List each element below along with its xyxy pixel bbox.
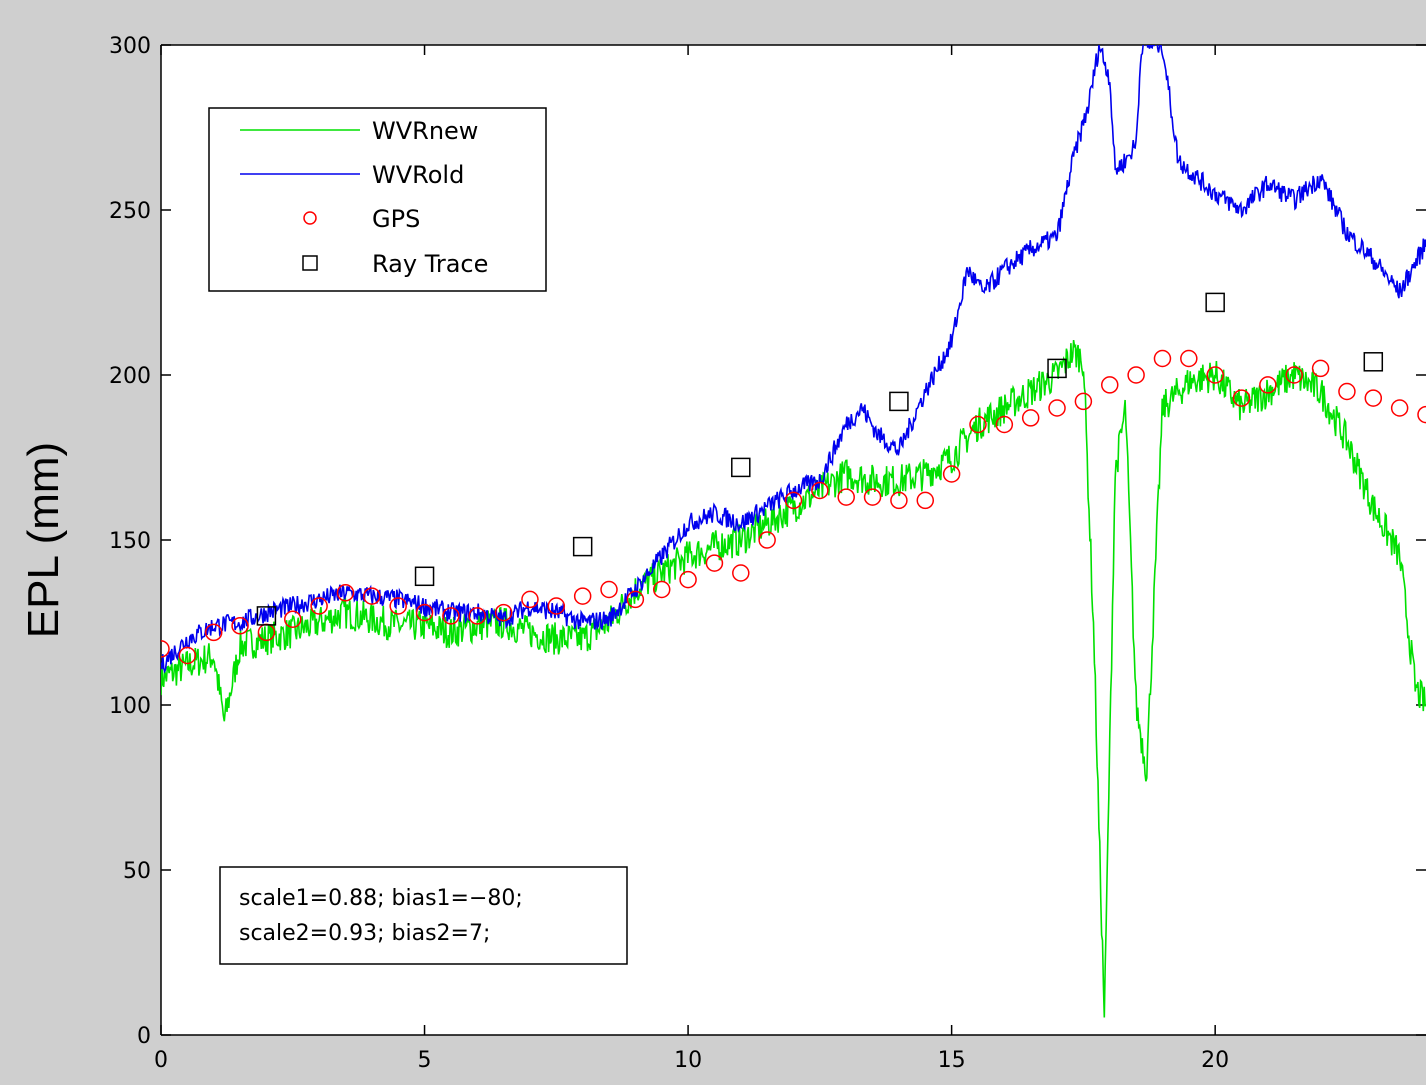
gps-point bbox=[1048, 399, 1066, 417]
series-line-wvrold bbox=[161, 45, 1426, 674]
gps-point bbox=[415, 603, 434, 622]
series-line-wvrnew bbox=[161, 339, 1426, 1018]
legend: WVRnew WVRold GPS Ray Trace bbox=[208, 107, 547, 292]
gps-point bbox=[811, 481, 829, 500]
legend-label-ray-trace: Ray Trace bbox=[372, 250, 488, 278]
series-gps bbox=[161, 349, 1426, 665]
gps-point bbox=[547, 597, 566, 615]
gps-point bbox=[1232, 389, 1251, 407]
gps-point bbox=[1364, 389, 1383, 407]
series-wvrnew bbox=[161, 339, 1426, 1018]
gps-point bbox=[969, 415, 987, 434]
annotation: scale1=0.88; bias1=−80; scale2=0.93; bia… bbox=[219, 866, 628, 965]
gps-point bbox=[1390, 399, 1409, 417]
y-tick-label: 300 bbox=[109, 34, 151, 59]
x-tick-label: 10 bbox=[674, 1048, 702, 1073]
annotation-line-1: scale1=0.88; bias1=−80; bbox=[239, 886, 523, 911]
gps-point bbox=[468, 607, 486, 625]
ray-trace-point bbox=[731, 457, 751, 478]
gps-point bbox=[890, 491, 908, 510]
legend-swatch-gps bbox=[303, 211, 317, 225]
ray-trace-point bbox=[889, 391, 909, 412]
gps-point bbox=[600, 580, 618, 599]
ray-trace-point bbox=[414, 566, 435, 587]
y-tick-label: 0 bbox=[137, 1024, 151, 1049]
gps-point bbox=[161, 640, 170, 658]
gps-point bbox=[1074, 392, 1093, 411]
y-tick-label: 150 bbox=[109, 529, 151, 554]
y-axis-label: EPL (mm) bbox=[19, 442, 68, 638]
x-tick-label: 0 bbox=[154, 1048, 168, 1073]
gps-point bbox=[863, 488, 882, 506]
legend-box bbox=[208, 107, 547, 292]
gps-point bbox=[1285, 366, 1303, 384]
gps-point bbox=[705, 554, 724, 572]
gps-point bbox=[732, 564, 750, 582]
y-tick-label: 250 bbox=[109, 199, 151, 224]
gps-point bbox=[1127, 366, 1145, 384]
annotation-box bbox=[219, 866, 628, 965]
gps-point bbox=[204, 623, 223, 642]
x-tick-label: 15 bbox=[938, 1048, 966, 1073]
gps-point bbox=[389, 597, 407, 615]
gps-point bbox=[1153, 349, 1172, 368]
gps-point bbox=[363, 587, 381, 605]
x-tick-label: 5 bbox=[418, 1048, 432, 1073]
ray-trace-point bbox=[256, 606, 277, 626]
gps-point bbox=[995, 415, 1014, 434]
x-tick-label: 20 bbox=[1201, 1048, 1229, 1073]
gps-point bbox=[1311, 359, 1330, 378]
gps-point bbox=[231, 617, 249, 635]
gps-point bbox=[837, 488, 855, 506]
gps-point bbox=[1180, 349, 1198, 368]
gps-point bbox=[652, 580, 671, 599]
gps-point bbox=[1021, 409, 1040, 427]
gps-point bbox=[942, 465, 961, 483]
gps-point bbox=[336, 584, 355, 602]
gps-point bbox=[758, 531, 776, 549]
gps-point bbox=[494, 603, 513, 622]
ray-trace-point bbox=[1363, 352, 1384, 372]
gps-point bbox=[310, 597, 328, 615]
series-wvrold bbox=[161, 45, 1426, 674]
gps-point bbox=[1101, 376, 1119, 394]
y-tick-label: 100 bbox=[109, 694, 151, 719]
gps-point bbox=[916, 491, 935, 510]
legend-label-wvrnew: WVRnew bbox=[372, 117, 478, 145]
annotation-line-2: scale2=0.93; bias2=7; bbox=[239, 921, 490, 946]
gps-point bbox=[573, 587, 592, 605]
ray-trace-point bbox=[572, 536, 593, 557]
ray-trace-point bbox=[1047, 358, 1067, 379]
series-layer bbox=[161, 45, 1426, 1018]
gps-point bbox=[1259, 376, 1277, 394]
legend-swatch-ray-trace bbox=[302, 255, 318, 271]
gps-point bbox=[521, 590, 539, 609]
gps-point bbox=[679, 570, 697, 589]
ray-trace-point bbox=[1205, 292, 1225, 313]
legend-label-wvrold: WVRold bbox=[372, 161, 464, 189]
legend-label-gps: GPS bbox=[372, 205, 420, 233]
y-tick-label: 200 bbox=[109, 364, 151, 389]
gps-point bbox=[1206, 366, 1224, 384]
gps-point bbox=[1417, 405, 1426, 424]
gps-point bbox=[284, 610, 302, 628]
axes-layer: 0 50 100 150 200 250 300 0 5 10 15 20 bbox=[109, 34, 1426, 1073]
gps-point bbox=[784, 491, 803, 510]
series-ray-trace bbox=[256, 292, 1384, 626]
gps-point bbox=[626, 590, 645, 609]
y-tick-label: 50 bbox=[123, 859, 151, 884]
gps-point bbox=[178, 646, 197, 665]
gps-point bbox=[442, 607, 460, 625]
gps-point bbox=[1338, 382, 1356, 401]
